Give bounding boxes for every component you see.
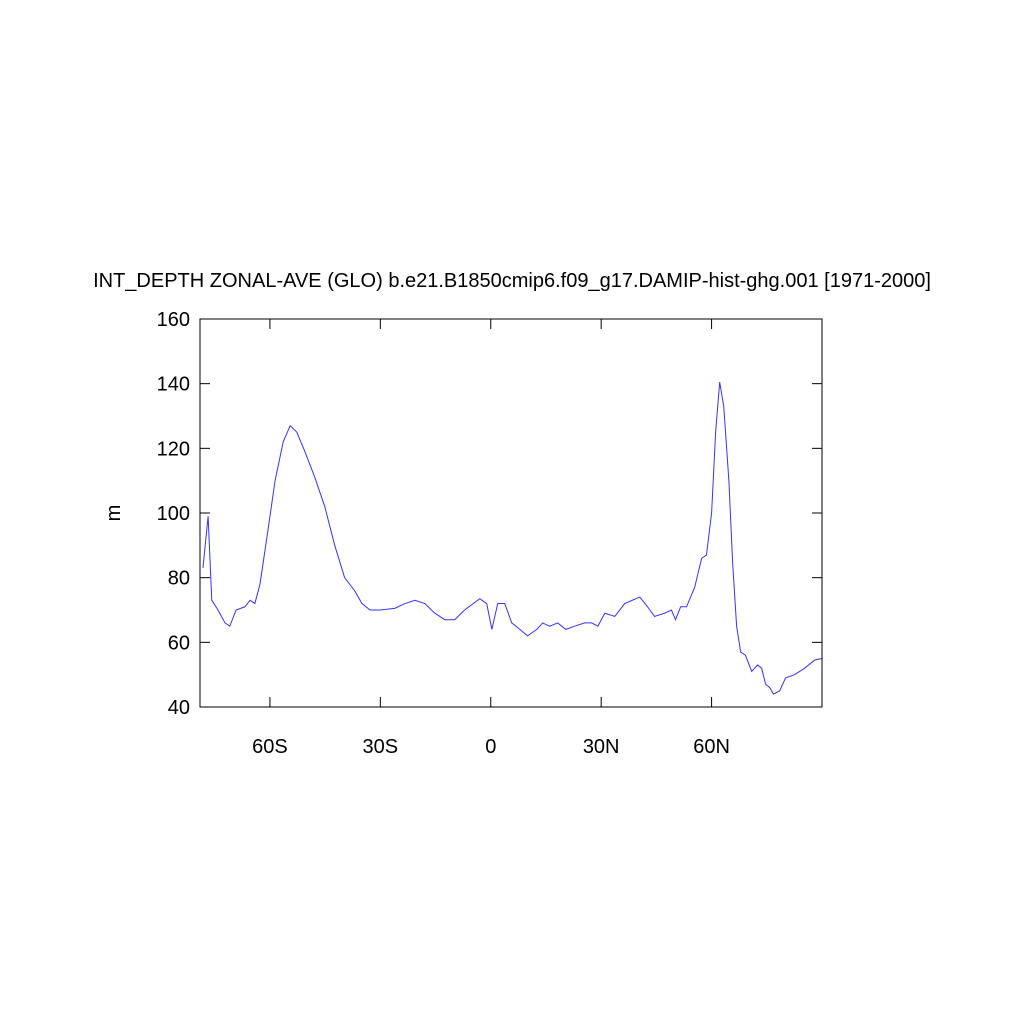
x-tick-label: 30S bbox=[363, 736, 399, 758]
y-tick-label: 160 bbox=[157, 309, 190, 331]
y-tick-label: 60 bbox=[168, 632, 190, 654]
y-tick-label: 120 bbox=[157, 438, 190, 460]
x-tick-label: 0 bbox=[485, 736, 496, 758]
y-tick-label: 100 bbox=[157, 503, 190, 525]
x-tick-label: 30N bbox=[583, 736, 620, 758]
y-tick-label: 80 bbox=[168, 568, 190, 590]
y-tick-label: 40 bbox=[168, 697, 190, 719]
chart-title: INT_DEPTH ZONAL-AVE (GLO) b.e21.B1850cmi… bbox=[93, 270, 931, 292]
y-axis-label: m bbox=[103, 505, 125, 522]
x-tick-label: 60S bbox=[252, 736, 288, 758]
y-tick-label: 140 bbox=[157, 374, 190, 396]
x-tick-label: 60N bbox=[693, 736, 730, 758]
plot-frame bbox=[199, 318, 823, 708]
data-line bbox=[202, 381, 822, 695]
